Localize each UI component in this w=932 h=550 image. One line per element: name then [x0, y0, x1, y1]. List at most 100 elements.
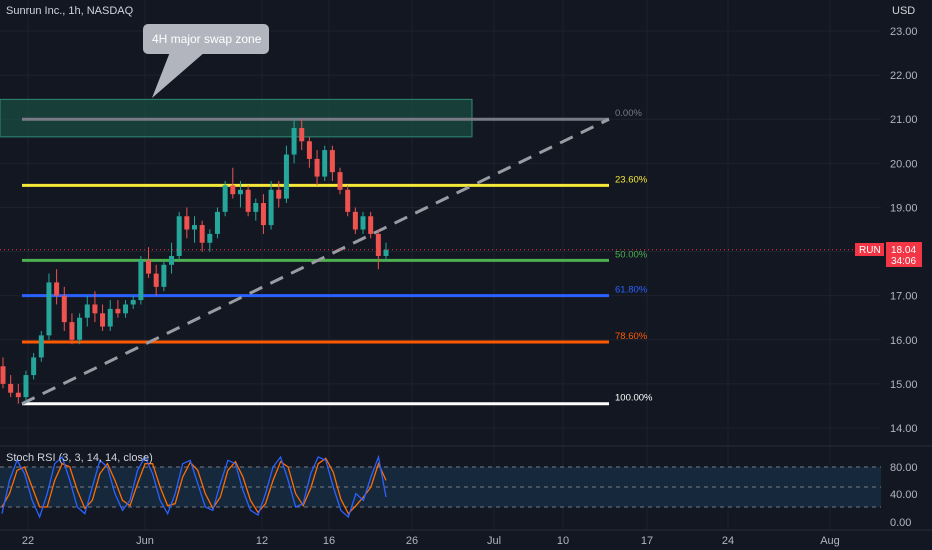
candle-body	[230, 185, 236, 195]
time-tick-label: 12	[256, 535, 268, 547]
candle-body	[54, 282, 60, 296]
candle-body	[345, 189, 351, 212]
candle-body	[184, 216, 190, 230]
candle-body	[329, 150, 335, 173]
price-tick-label: 21.00	[890, 114, 918, 126]
price-badge-bg	[886, 242, 922, 267]
fib-label: 50.00%	[615, 249, 648, 260]
candle-body	[199, 225, 205, 243]
stoch-tick-80: 80.00	[890, 462, 918, 474]
candle-body	[291, 128, 297, 155]
countdown-badge: 34:06	[891, 256, 916, 267]
candle-body	[146, 260, 152, 274]
currency-label[interactable]: USD	[892, 5, 915, 17]
symbol-title[interactable]: Sunrun Inc., 1h, NASDAQ	[6, 5, 134, 17]
candle-body	[253, 203, 259, 212]
candle-body	[176, 216, 182, 256]
candle-body	[138, 260, 144, 301]
time-tick-label: Jun	[136, 535, 154, 547]
trendline[interactable]	[21, 117, 610, 406]
stoch-tick-40: 40.00	[890, 489, 918, 501]
price-tick-label: 16.00	[890, 335, 918, 347]
candle-body	[322, 150, 328, 177]
candle-body	[283, 154, 289, 199]
time-tick-label: Jul	[487, 535, 501, 547]
price-tick-label: 19.00	[890, 202, 918, 214]
time-tick-label: 16	[323, 535, 335, 547]
last-price-badge: RUN 18.04 34:06	[855, 242, 922, 267]
candle-body	[192, 225, 197, 230]
candle-body	[84, 304, 90, 318]
candle-body	[207, 233, 213, 243]
candle-body	[23, 375, 29, 398]
stoch-d-line	[1, 457, 387, 515]
time-tick-label: 22	[22, 535, 34, 547]
time-tick-label: 24	[722, 535, 734, 547]
callout-box	[143, 24, 269, 54]
fib-label: 0.00%	[615, 108, 642, 119]
price-tick-label: 14.00	[890, 423, 918, 435]
candle-body	[245, 189, 251, 212]
candle-body	[92, 304, 98, 314]
candle-body	[314, 158, 320, 177]
candle-body	[100, 313, 106, 327]
candle-body	[115, 308, 121, 314]
candle-body	[38, 335, 44, 358]
fib-label: 61.80%	[615, 285, 648, 296]
candle-body	[306, 141, 312, 159]
candle-body	[61, 295, 67, 323]
candles	[0, 119, 389, 404]
candle-body	[153, 273, 159, 287]
price-badge: 18.04	[891, 245, 916, 256]
ticker-badge: RUN	[859, 245, 881, 256]
candle-body	[383, 249, 389, 256]
candle-body	[276, 189, 282, 199]
candle-body	[77, 317, 83, 340]
time-axis[interactable]: 22 Jun 12 16 26 Jul 10 17 24 Aug	[22, 535, 840, 547]
stoch-k-line	[1, 454, 387, 519]
candle-body	[375, 233, 381, 256]
price-tick-label: 17.00	[890, 291, 918, 303]
candle-body	[260, 203, 266, 226]
ticker-badge-bg	[855, 243, 884, 256]
fib-label: 100.00%	[615, 393, 653, 404]
candle-body	[337, 172, 343, 190]
time-tick-label: Aug	[820, 535, 840, 547]
candle-body	[214, 211, 220, 234]
candle-body	[368, 216, 374, 234]
price-tick-label: 20.00	[890, 158, 918, 170]
time-tick-label: 17	[641, 535, 653, 547]
candle-body	[161, 264, 167, 287]
price-tick-label: 23.00	[890, 26, 918, 38]
candle-body	[69, 322, 75, 340]
candle-body	[169, 255, 175, 265]
annotation-text: 4H major swap zone	[152, 32, 262, 46]
time-tick-label: 26	[406, 535, 418, 547]
price-tick-label: 22.00	[890, 70, 918, 82]
time-tick-label: 10	[557, 535, 569, 547]
price-axis[interactable]: 23.0022.0021.0020.0019.0018.0017.0016.00…	[890, 26, 918, 435]
stoch-label[interactable]: Stoch RSI (3, 3, 14, 14, close)	[6, 452, 153, 464]
candle-body	[123, 304, 129, 314]
candle-body	[360, 216, 366, 230]
candle-body	[222, 185, 228, 212]
candle-body	[299, 128, 305, 142]
price-tick-label: 15.00	[890, 379, 918, 391]
candle-body	[268, 189, 274, 226]
fib-label: 78.60%	[615, 331, 648, 342]
candle-body	[46, 282, 52, 336]
callout-pointer	[152, 52, 205, 98]
candle-body	[15, 392, 21, 398]
candle-body	[237, 189, 243, 195]
fib-label: 23.60%	[615, 174, 648, 185]
annotation-callout[interactable]: 4H major swap zone	[143, 24, 269, 98]
candle-body	[31, 357, 37, 376]
candle-body	[352, 211, 358, 230]
candle-body	[8, 383, 14, 393]
stoch-tick-0: 0.00	[890, 517, 911, 529]
candle-body	[107, 308, 113, 327]
candle-body	[0, 366, 6, 384]
candle-body	[130, 300, 136, 305]
